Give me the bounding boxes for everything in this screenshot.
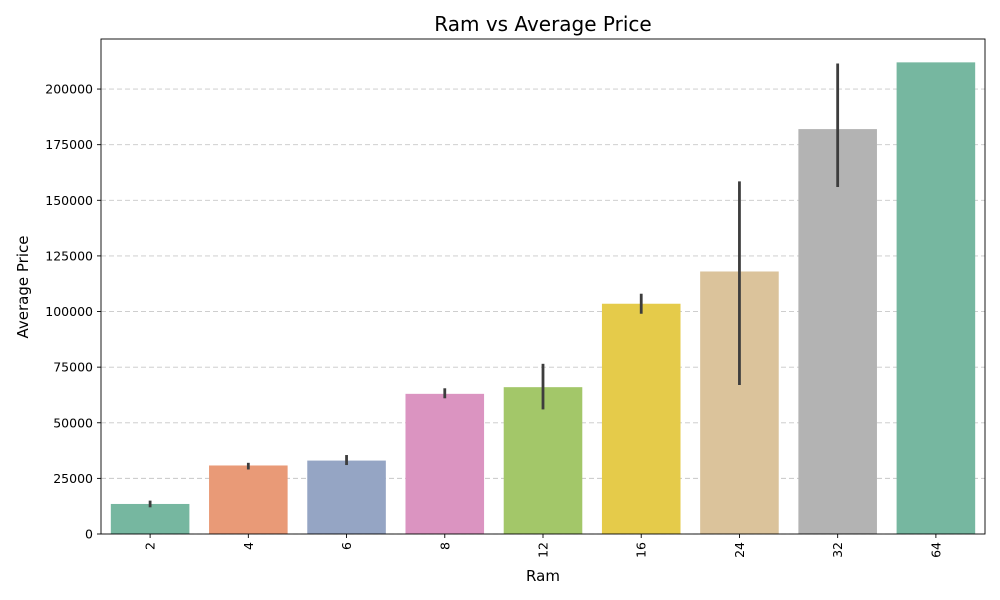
- x-tick-label: 16: [634, 542, 649, 558]
- bar-ram-12: [503, 387, 583, 534]
- y-tick-label: 125000: [45, 248, 93, 263]
- y-tick-label: 0: [85, 527, 93, 542]
- y-axis-ticks: 0 25000 50000 75000 100000 125000 150000 175000…: [45, 82, 101, 542]
- error-bar-layer: [148, 63, 840, 508]
- x-tick-label: 12: [536, 542, 551, 558]
- y-tick-label: 100000: [45, 304, 93, 319]
- x-axis-label: Ram: [526, 567, 560, 585]
- bar-ram-2: [110, 503, 190, 534]
- bar-ram-32: [798, 129, 877, 534]
- bar-layer: [110, 62, 976, 534]
- x-tick-label: 4: [241, 542, 256, 550]
- x-tick-label: 8: [437, 542, 452, 550]
- bar-ram-4: [209, 465, 288, 534]
- x-tick-label: 2: [143, 542, 158, 550]
- y-tick-label: 50000: [53, 415, 93, 430]
- x-tick-label: 24: [732, 542, 747, 558]
- bar-ram-6: [307, 460, 386, 534]
- bar-ram-8: [405, 393, 485, 534]
- bar-ram-16: [601, 303, 681, 534]
- y-tick-label: 200000: [45, 82, 93, 97]
- x-tick-label: 32: [830, 542, 845, 558]
- x-axis-ticks: 2 4 6 8 12 16 24 32 64: [143, 534, 943, 558]
- chart-title: Ram vs Average Price: [434, 12, 651, 36]
- y-tick-label: 75000: [53, 360, 93, 375]
- y-tick-label: 175000: [45, 137, 93, 152]
- x-tick-label: 6: [339, 542, 354, 550]
- y-tick-label: 25000: [53, 471, 93, 486]
- y-tick-label: 150000: [45, 193, 93, 208]
- bar-ram-64: [896, 62, 976, 534]
- x-tick-label: 64: [928, 542, 943, 558]
- y-axis-label: Average Price: [14, 236, 32, 339]
